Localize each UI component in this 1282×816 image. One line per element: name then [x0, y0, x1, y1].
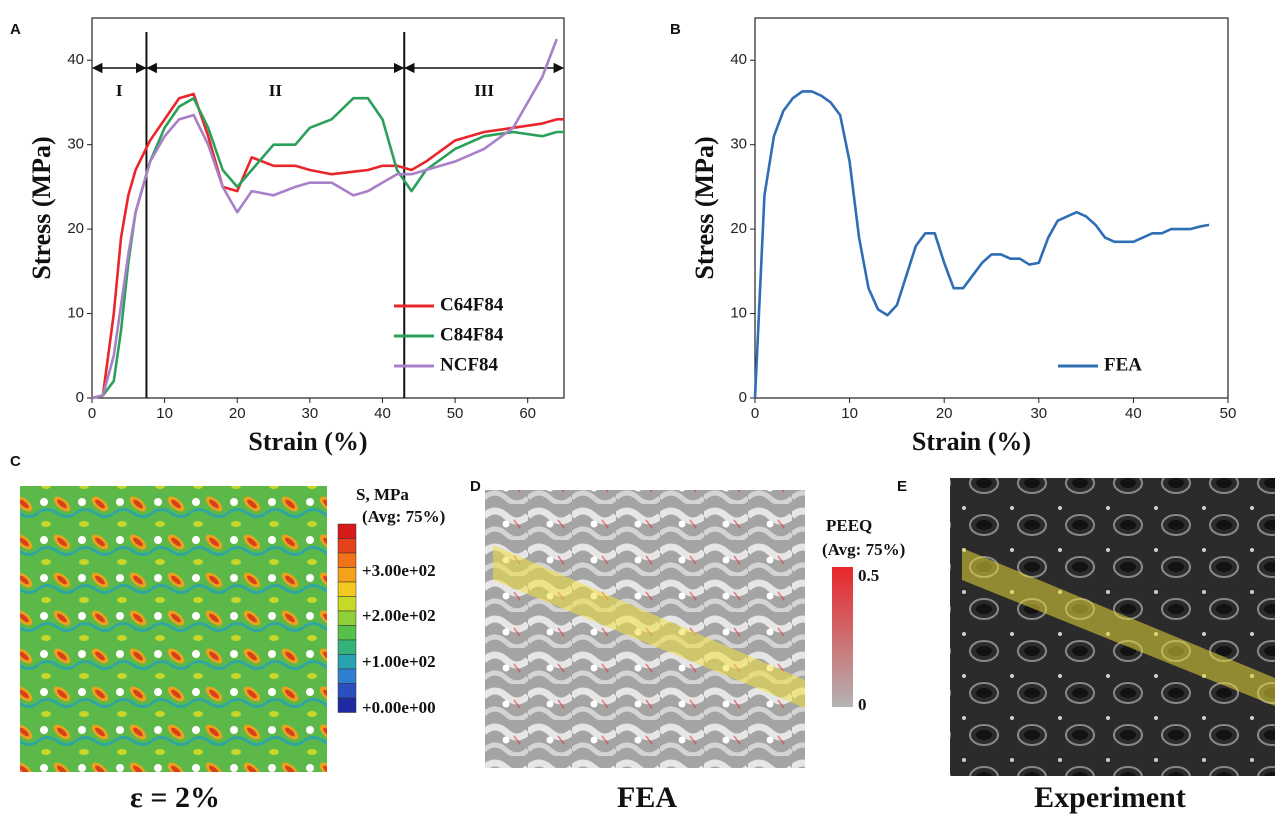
- y-tick-label: 30: [67, 136, 84, 153]
- x-tick-label: 30: [302, 405, 319, 422]
- colorbar: [832, 567, 853, 707]
- shear-band: [962, 548, 1275, 706]
- plot-frame: [754, 17, 1229, 399]
- x-tick-label: 0: [751, 405, 759, 422]
- y-tick-label: 10: [730, 305, 747, 322]
- colorbar-band: [337, 523, 357, 539]
- colorbar-band: [337, 567, 357, 583]
- legend-label: FEA: [1104, 354, 1142, 375]
- colorbar-subtitle: (Avg: 75%): [362, 507, 445, 526]
- panel-letter: A: [10, 21, 21, 38]
- colorbar-band: [337, 610, 357, 626]
- colorbar-band: [337, 596, 357, 612]
- colorbar-band: [337, 668, 357, 684]
- colorbar-label: +1.00e+02: [362, 652, 436, 671]
- x-tick-label: 30: [1030, 405, 1047, 422]
- region-label: II: [269, 81, 283, 100]
- panel-letter: D: [470, 478, 481, 495]
- series-line: [91, 38, 558, 400]
- x-axis-label: Strain (%): [912, 427, 1031, 456]
- caption: FEA: [617, 781, 677, 814]
- x-tick-label: 20: [229, 405, 246, 422]
- colorbar-band: [337, 552, 357, 568]
- stress-contour-image: [20, 486, 327, 772]
- caption: Experiment: [1034, 781, 1186, 814]
- legend-label: C84F84: [440, 324, 504, 345]
- series-line: [753, 90, 1210, 399]
- legend-label: C64F84: [440, 294, 504, 315]
- region-label: III: [474, 81, 494, 100]
- legend-label: NCF84: [440, 354, 499, 375]
- x-tick-label: 50: [447, 405, 464, 422]
- colorbar-label: 0.5: [858, 566, 879, 585]
- caption: ε = 2%: [130, 781, 220, 814]
- colorbar-band: [337, 639, 357, 655]
- x-axis-label: Strain (%): [248, 427, 367, 456]
- colorbar-title: S, MPa: [356, 485, 409, 504]
- colorbar-band: [337, 697, 357, 713]
- colorbar-band: [337, 538, 357, 554]
- x-tick-label: 20: [936, 405, 953, 422]
- colorbar-label: 0: [858, 695, 867, 714]
- y-tick-label: 0: [76, 389, 84, 406]
- shear-band: [493, 545, 805, 708]
- series-line: [91, 92, 564, 400]
- y-tick-label: 40: [67, 51, 84, 68]
- x-tick-label: 50: [1220, 405, 1237, 422]
- x-tick-label: 10: [841, 405, 858, 422]
- y-axis-label: Stress (MPa): [27, 136, 56, 279]
- colorbar-band: [337, 683, 357, 699]
- y-tick-label: 10: [67, 305, 84, 322]
- y-axis-label: Stress (MPa): [690, 136, 719, 279]
- colorbar-band: [337, 581, 357, 597]
- colorbar-label: +2.00e+02: [362, 606, 436, 625]
- y-tick-label: 20: [730, 220, 747, 237]
- panel-letter: B: [670, 21, 681, 38]
- x-tick-label: 10: [156, 405, 173, 422]
- plot-frame: [91, 17, 565, 399]
- y-tick-label: 30: [730, 136, 747, 153]
- colorbar-band: [337, 625, 357, 641]
- x-tick-label: 40: [374, 405, 391, 422]
- y-tick-label: 40: [730, 51, 747, 68]
- colorbar-band: [337, 654, 357, 670]
- colorbar-subtitle: (Avg: 75%): [822, 540, 905, 559]
- region-label: I: [116, 81, 123, 100]
- colorbar: [337, 523, 357, 713]
- x-tick-label: 60: [519, 405, 536, 422]
- colorbar-title: PEEQ: [826, 516, 872, 535]
- x-tick-label: 0: [88, 405, 96, 422]
- x-tick-label: 40: [1125, 405, 1142, 422]
- y-tick-label: 20: [67, 220, 84, 237]
- y-tick-label: 0: [739, 389, 747, 406]
- panel-letter: E: [897, 478, 907, 495]
- colorbar-label: +3.00e+02: [362, 561, 436, 580]
- panel-letter: C: [10, 453, 21, 470]
- colorbar-label: +0.00e+00: [362, 698, 436, 717]
